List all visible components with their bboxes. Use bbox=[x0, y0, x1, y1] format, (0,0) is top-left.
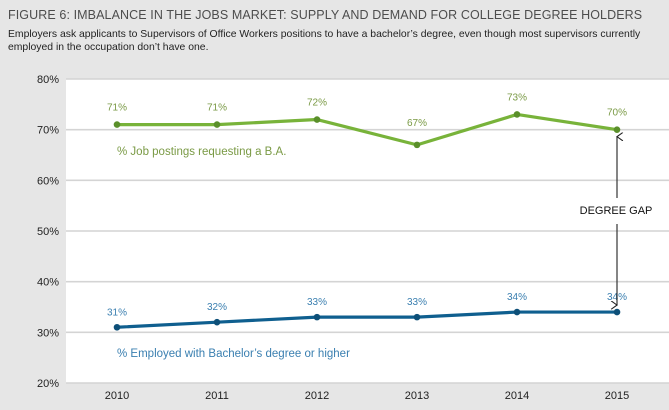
chart-subtitle: Employers ask applicants to Supervisors … bbox=[8, 29, 641, 53]
data-point bbox=[213, 121, 221, 128]
data-point bbox=[313, 116, 321, 123]
y-tick-label: 50% bbox=[37, 226, 59, 238]
data-point bbox=[213, 318, 221, 326]
data-point bbox=[613, 126, 621, 133]
data-label: 71% bbox=[207, 103, 227, 114]
data-point bbox=[113, 121, 121, 128]
data-point bbox=[513, 111, 521, 118]
y-tick-label: 70% bbox=[37, 125, 59, 137]
x-tick-label: 2014 bbox=[505, 390, 529, 402]
data-label: 72% bbox=[307, 98, 327, 109]
x-tick-label: 2010 bbox=[105, 390, 129, 402]
data-label: 73% bbox=[507, 92, 527, 103]
data-point bbox=[613, 308, 621, 316]
data-label: 31% bbox=[107, 307, 127, 318]
data-point bbox=[113, 323, 121, 331]
y-tick-label: 30% bbox=[37, 327, 59, 339]
x-tick-label: 2011 bbox=[205, 390, 229, 402]
data-label: 33% bbox=[307, 297, 327, 308]
series-line bbox=[116, 310, 617, 329]
y-tick-label: 60% bbox=[37, 175, 59, 187]
series-0: 71% 71% 72% 67% 73% 70% % Job postings request… bbox=[107, 92, 627, 158]
chart-title: FIGURE 6: IMBALANCE IN THE JOBS MARKET: … bbox=[8, 8, 643, 22]
series-label: % Job postings requesting a B.A. bbox=[117, 146, 286, 158]
series-label: % Employed with Bachelor’s degree or hig… bbox=[117, 348, 350, 360]
y-tick-label: 40% bbox=[37, 277, 59, 289]
annotation-label: DEGREE GAP bbox=[580, 205, 653, 217]
x-tick-label: 2012 bbox=[305, 390, 329, 402]
data-label: 34% bbox=[507, 292, 527, 303]
data-label: 67% bbox=[407, 118, 427, 129]
y-tick-label: 20% bbox=[37, 378, 59, 390]
data-label: 70% bbox=[607, 108, 627, 119]
data-point bbox=[513, 308, 521, 316]
x-tick-label: 2015 bbox=[605, 390, 629, 402]
x-tick-label: 2013 bbox=[405, 390, 429, 402]
data-label: 71% bbox=[107, 103, 127, 114]
data-point bbox=[313, 313, 321, 321]
data-label: 33% bbox=[407, 297, 427, 308]
data-point bbox=[413, 141, 421, 149]
y-tick-label: 80% bbox=[37, 74, 59, 86]
data-label: 32% bbox=[207, 302, 227, 313]
series-line bbox=[117, 112, 618, 147]
data-point bbox=[413, 313, 421, 321]
